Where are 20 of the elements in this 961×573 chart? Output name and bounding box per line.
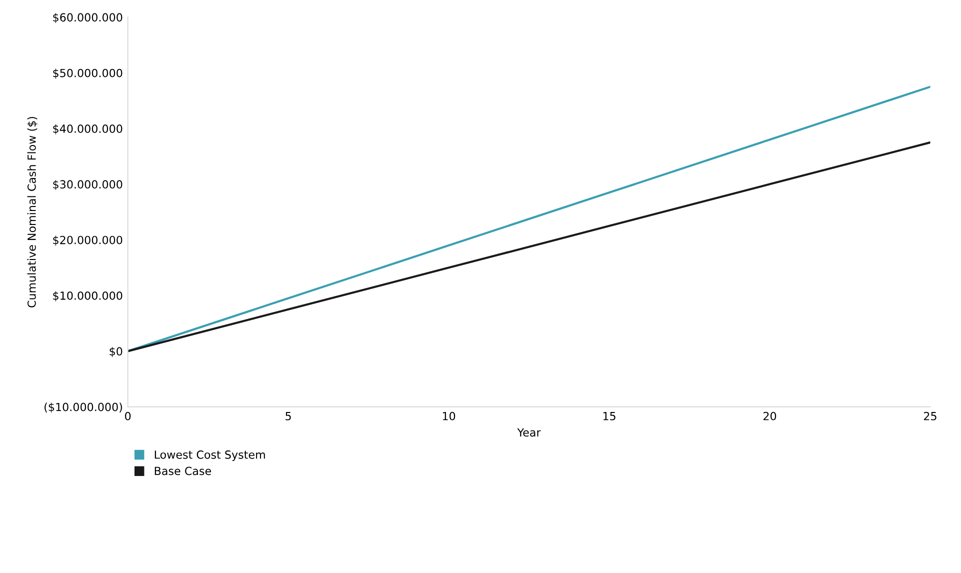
x-tick-label: 10 [442, 412, 456, 420]
y-tick-label: $30.000.000 [53, 180, 122, 190]
line-series [128, 86, 930, 352]
x-axis-title: Year [517, 428, 541, 437]
y-tick-label: $10.000.000 [53, 291, 122, 302]
x-tick-label: 0 [125, 412, 131, 420]
y-tick-label: $0 [110, 346, 122, 358]
line-series [128, 141, 930, 352]
y-tick-label: $20.000.000 [53, 236, 122, 246]
x-tick-label: 15 [603, 412, 616, 420]
y-tick-label: ($10.000.000) [44, 402, 122, 413]
y-tick-label: $60.000.000 [53, 12, 122, 24]
x-tick-label: 25 [924, 412, 936, 420]
y-axis-title: Cumulative Nominal Cash Flow ($) [27, 116, 38, 308]
x-tick-label: 5 [286, 412, 291, 420]
legend-label: Lowest Cost System [154, 450, 265, 461]
y-tick-label: $40.000.000 [53, 124, 122, 134]
y-tick-label: $50.000.000 [53, 68, 122, 79]
x-tick-label: 20 [764, 412, 776, 420]
legend-label: Base Case [154, 466, 211, 476]
